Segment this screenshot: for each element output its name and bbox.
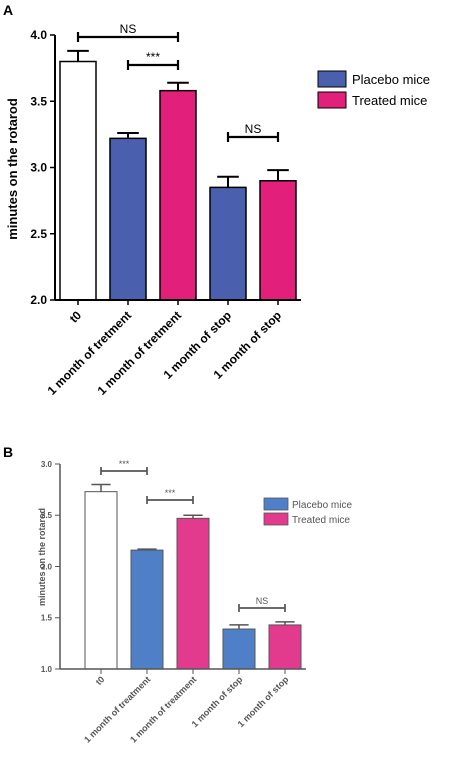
y-tick-label: 1.5 (41, 614, 53, 623)
legend-swatch-placebo (317, 70, 347, 88)
legend-label-treated: Treated mice (292, 515, 350, 526)
bar (222, 628, 256, 670)
y-tick-label: 2.5 (41, 511, 53, 520)
y-tick-label: 4.0 (30, 28, 47, 42)
bar (176, 517, 210, 670)
y-tick-label: 3.5 (30, 94, 47, 108)
bar (130, 549, 164, 670)
panel-a-annotations: NS *** NS (76, 22, 280, 142)
y-tick-label: 2.5 (30, 227, 47, 241)
significance-label: *** (119, 459, 130, 469)
legend-label-treated: Treated mice (352, 93, 427, 108)
panel-a-y-axis-title: minutes on the rotarod (5, 98, 20, 240)
bar (268, 624, 302, 670)
bar (159, 89, 197, 301)
panel-b: B minutes on the rotarod 1.0 1.5 2.0 2.5 3.0… (3, 444, 352, 745)
bar (84, 491, 118, 670)
y-tick-label: 2.0 (30, 293, 47, 307)
panel-b-legend: Placebo mice Treated mice (263, 497, 352, 526)
significance-label: NS (120, 22, 137, 36)
y-tick-label: 3.0 (41, 460, 53, 469)
bar (209, 186, 247, 301)
significance-label: *** (146, 50, 160, 64)
panel-b-label: B (3, 444, 13, 460)
legend-swatch-treated (263, 512, 289, 526)
legend-swatch-treated (317, 91, 347, 109)
legend-label-placebo: Placebo mice (292, 500, 352, 511)
panel-a-legend: Placebo mice Treated mice (317, 70, 430, 109)
significance-label: *** (165, 488, 176, 498)
significance-label: NS (245, 122, 262, 136)
panel-a-bars (59, 49, 297, 301)
x-tick-label: t0 (94, 674, 107, 687)
panel-a-label: A (3, 2, 13, 18)
legend-label-placebo: Placebo mice (352, 72, 430, 87)
y-tick-label: 3.0 (30, 161, 47, 175)
panel-b-annotations: *** *** NS (100, 459, 286, 612)
significance-label: NS (256, 596, 269, 606)
x-tick-label: t0 (67, 308, 85, 326)
y-tick-label: 2.0 (41, 562, 53, 571)
panel-a: A minutes on the rotarod 2.0 2.5 3.0 3.5 4.0… (3, 2, 430, 398)
x-tick-label: 1 month of stop (236, 674, 291, 729)
x-tick-label: 1 month of tretment (45, 308, 135, 398)
y-tick-label: 1.0 (41, 665, 53, 674)
panel-b-y-axis-title: minutes on the rotarod (37, 508, 47, 606)
bar (59, 60, 97, 301)
bar (109, 137, 147, 301)
panel-b-bars (84, 483, 302, 670)
legend-swatch-placebo (263, 497, 289, 511)
bar (259, 180, 297, 301)
x-tick-label: 1 month of tretment (95, 308, 185, 398)
